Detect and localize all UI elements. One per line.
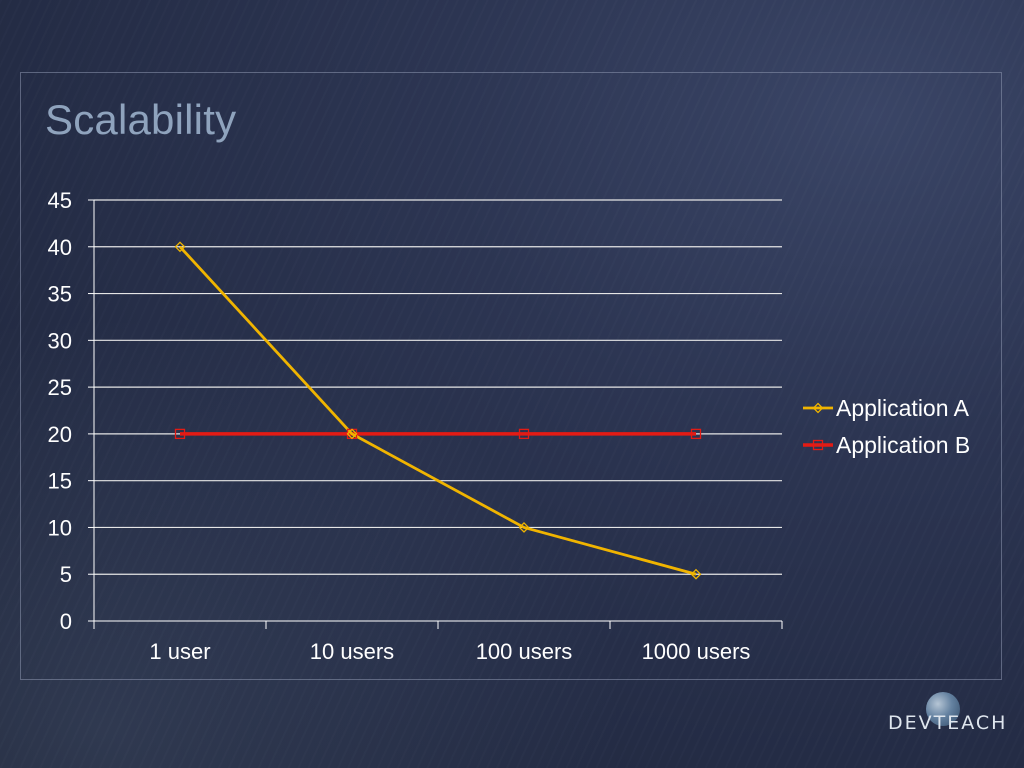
data-point-application-a bbox=[174, 241, 186, 253]
x-tick-label: 100 users bbox=[476, 639, 573, 664]
data-point-application-b bbox=[690, 428, 702, 440]
logo-text: DEVTEACH bbox=[888, 712, 1008, 734]
y-tick-label: 40 bbox=[48, 235, 72, 260]
y-tick-label: 5 bbox=[60, 562, 72, 587]
x-tick-label: 1 user bbox=[149, 639, 210, 664]
legend-marker bbox=[812, 402, 824, 414]
y-tick-label: 20 bbox=[48, 422, 72, 447]
y-tick-label: 15 bbox=[48, 469, 72, 494]
y-tick-label: 25 bbox=[48, 375, 72, 400]
data-point-application-a bbox=[346, 428, 358, 440]
y-tick-label: 45 bbox=[48, 188, 72, 213]
x-tick-label: 10 users bbox=[310, 639, 394, 664]
data-point-application-b bbox=[174, 428, 186, 440]
slide-frame bbox=[20, 72, 1002, 680]
legend-label: Application A bbox=[836, 395, 970, 421]
data-point-application-a bbox=[690, 568, 702, 580]
legend-label: Application B bbox=[836, 432, 970, 458]
y-tick-label: 0 bbox=[60, 609, 72, 634]
y-tick-label: 35 bbox=[48, 282, 72, 307]
devteach-logo: DEVTEACH bbox=[886, 692, 1006, 752]
data-point-application-b bbox=[518, 428, 530, 440]
globe-icon bbox=[926, 692, 960, 726]
legend-marker bbox=[812, 439, 824, 451]
y-tick-label: 10 bbox=[48, 515, 72, 540]
y-tick-label: 30 bbox=[48, 328, 72, 353]
slide-title: Scalability bbox=[45, 96, 237, 143]
series-line-application-a bbox=[178, 245, 697, 576]
data-point-application-a bbox=[518, 522, 530, 533]
x-tick-label: 1000 users bbox=[642, 639, 751, 664]
